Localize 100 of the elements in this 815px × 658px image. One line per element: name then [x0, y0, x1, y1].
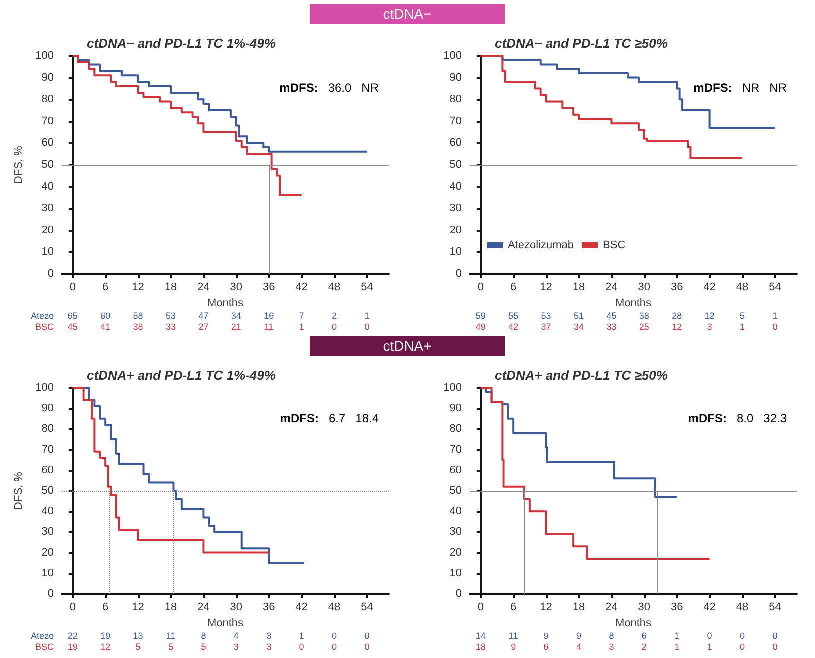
y-tick-label: 40 — [42, 506, 54, 518]
x-tick-label: 18 — [164, 282, 178, 294]
y-tick-label: 20 — [42, 224, 54, 236]
chart-title: ctDNA+ and PD-L1 TC 1%-49% — [87, 368, 276, 383]
x-tick-label: 30 — [230, 282, 243, 294]
x-tick-label: 36 — [670, 602, 684, 614]
text: ctDNA+ — [310, 336, 505, 356]
y-tick-label: 50 — [450, 159, 462, 171]
annotation: mDFS: 36.0 NR — [280, 81, 380, 96]
y-tick-label: 100 — [444, 382, 462, 394]
annotation: mDFS: 6.7 18.4 — [280, 412, 380, 426]
x-tick-label: 12 — [540, 282, 552, 294]
y-tick-label: 70 — [42, 115, 54, 128]
y-tick-label: 70 — [450, 115, 462, 128]
text: 14 11 9 9 8 6 1 0 0 0 — [476, 631, 778, 641]
y-tick-label: 30 — [450, 202, 462, 215]
y-tick-label: 20 — [450, 224, 462, 236]
x-tick-label: 18 — [572, 602, 586, 614]
y-tick-label: 90 — [42, 402, 54, 415]
text: Atezo 22 19 13 11 8 4 3 1 0 0 — [30, 631, 370, 641]
text: 59 55 53 51 45 38 28 12 5 1 — [476, 311, 778, 321]
y-tick-label: 30 — [42, 526, 54, 538]
y-tick-label: 80 — [450, 423, 462, 436]
y-tick-label: 80 — [450, 94, 462, 106]
x-tick-label: 12 — [132, 282, 144, 294]
x-tick-label: 18 — [572, 282, 586, 294]
x-tick-label: 24 — [606, 602, 618, 614]
y-tick-label: 100 — [36, 50, 54, 62]
y-tick-label: 40 — [42, 180, 54, 193]
text: Atezo 65 60 58 53 47 34 16 7 2 1 — [30, 311, 370, 321]
y-tick-label: 0 — [456, 588, 462, 600]
y-tick-label: 20 — [450, 546, 462, 559]
text: 49 42 37 34 33 25 12 3 1 0 — [476, 322, 778, 332]
y-tick-label: 60 — [42, 137, 54, 150]
legend-label: BSC — [603, 240, 626, 252]
x-tick-label: 48 — [736, 602, 749, 614]
x-tick-label: 42 — [704, 602, 716, 614]
x-tick-label: 36 — [670, 282, 684, 294]
x-tick-label: 6 — [510, 282, 517, 294]
x-tick-label: 36 — [262, 602, 276, 614]
x-tick-label: 6 — [510, 602, 517, 614]
y-axis-title: DFS, % — [13, 472, 26, 510]
x-tick-label: 42 — [296, 602, 308, 614]
y-tick-label: 60 — [450, 137, 462, 150]
x-tick-label: 48 — [328, 602, 341, 614]
chart-title: ctDNA− and PD-L1 TC 1%-49% — [87, 36, 276, 51]
y-tick-label: 70 — [42, 444, 54, 456]
text: BSC 45 41 38 33 27 21 11 1 0 0 — [35, 322, 370, 332]
y-tick-label: 90 — [42, 72, 54, 84]
y-tick-label: 0 — [456, 268, 462, 280]
x-tick-label: 24 — [606, 282, 618, 294]
x-tick-label: 30 — [230, 602, 243, 614]
x-axis-title: Months — [615, 297, 652, 310]
y-tick-label: 50 — [42, 485, 54, 497]
x-tick-label: 6 — [102, 602, 109, 614]
x-tick-label: 6 — [102, 282, 109, 294]
x-tick-label: 30 — [638, 602, 651, 614]
y-tick-label: 0 — [48, 588, 54, 600]
x-tick-label: 24 — [198, 282, 210, 294]
y-tick-label: 20 — [42, 546, 54, 559]
x-tick-label: 0 — [70, 282, 76, 294]
chart-title: ctDNA− and PD-L1 TC ≥50% — [495, 36, 668, 51]
y-tick-label: 10 — [42, 567, 54, 580]
y-tick-label: 90 — [450, 72, 462, 84]
text: BSC 19 12 5 5 5 3 3 0 0 0 — [35, 642, 370, 652]
x-axis-title: Months — [207, 617, 244, 630]
x-axis-title: Months — [615, 617, 652, 630]
y-tick-label: 80 — [42, 423, 54, 436]
x-tick-label: 24 — [198, 602, 210, 614]
y-tick-label: 10 — [450, 246, 462, 258]
x-tick-label: 54 — [769, 282, 782, 294]
y-tick-label: 60 — [42, 464, 54, 476]
y-tick-label: 40 — [450, 506, 462, 518]
text: 18 9 6 4 3 2 1 1 0 0 — [476, 642, 778, 652]
y-tick-label: 10 — [450, 567, 462, 580]
y-tick-label: 70 — [450, 444, 462, 456]
annotation: mDFS: NR NR — [694, 81, 788, 96]
x-tick-label: 36 — [262, 282, 276, 294]
x-tick-label: 54 — [361, 282, 374, 294]
legend-label: Atezolizumab — [508, 240, 574, 252]
x-tick-label: 0 — [478, 282, 484, 294]
y-tick-label: 40 — [450, 180, 462, 193]
y-axis-title: DFS, % — [13, 146, 26, 184]
y-tick-label: 30 — [450, 526, 462, 538]
text: ctDNA− — [310, 4, 505, 24]
y-tick-label: 80 — [42, 94, 54, 106]
x-tick-label: 0 — [70, 602, 76, 614]
annotation: mDFS: 8.0 32.3 — [688, 412, 788, 426]
y-tick-label: 50 — [450, 485, 462, 497]
y-tick-label: 50 — [42, 159, 54, 171]
chart-title: ctDNA+ and PD-L1 TC ≥50% — [495, 368, 668, 383]
x-tick-label: 48 — [736, 282, 749, 294]
x-tick-label: 48 — [328, 282, 341, 294]
y-tick-label: 30 — [42, 202, 54, 215]
y-tick-label: 90 — [450, 402, 462, 415]
x-tick-label: 42 — [704, 282, 716, 294]
x-tick-label: 12 — [132, 602, 144, 614]
x-tick-label: 18 — [164, 602, 178, 614]
x-axis-title: Months — [207, 297, 244, 310]
y-tick-label: 0 — [48, 268, 54, 280]
